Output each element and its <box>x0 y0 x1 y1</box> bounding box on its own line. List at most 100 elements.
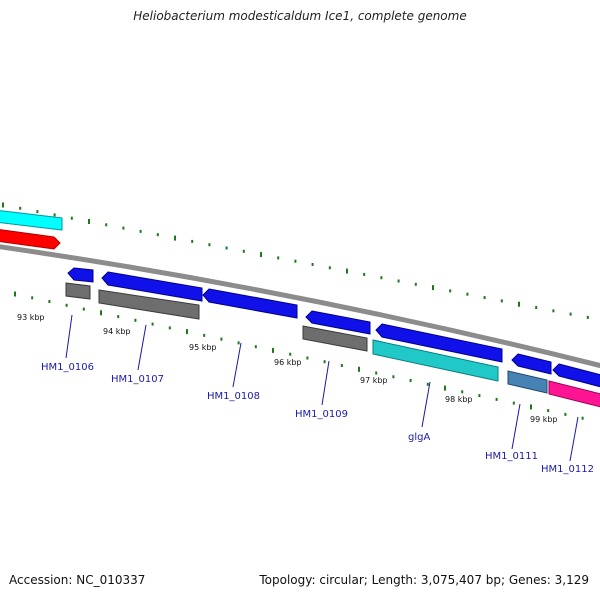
gene-bar-hm1-0109 <box>302 325 368 352</box>
ruler-label: 95 kbp <box>189 343 217 352</box>
tick-mark <box>242 249 245 253</box>
tick-mark <box>581 416 584 420</box>
tick-mark <box>19 206 22 210</box>
tick-mark <box>88 219 90 224</box>
tick-mark <box>117 315 120 319</box>
tick-mark <box>53 213 56 217</box>
ruler-label: 96 kbp <box>274 358 302 367</box>
gene-arrow-hm1-0108 <box>202 288 298 319</box>
tick-mark <box>82 307 85 311</box>
tick-mark <box>122 226 125 230</box>
gene-label: HM1_0106 <box>41 362 94 373</box>
ruler-label: 98 kbp <box>445 395 473 404</box>
gene-bar-glga <box>372 339 499 382</box>
tick-mark <box>426 382 429 386</box>
feature-cyan <box>0 210 63 231</box>
ruler-label: 99 kbp <box>530 415 558 424</box>
tick-mark <box>500 299 503 303</box>
tick-mark <box>254 345 257 349</box>
accession-text: Accession: NC_010337 <box>9 573 146 587</box>
leader-line <box>569 416 579 462</box>
tick-mark <box>100 310 102 316</box>
gene-label: HM1_0107 <box>111 374 164 385</box>
gene-arrow-hm1-0109 <box>305 310 371 335</box>
tick-mark <box>392 375 395 379</box>
leader-line <box>137 324 147 371</box>
tick-mark <box>466 292 469 296</box>
gene-arrow-hm1-0111 <box>511 353 552 375</box>
gene-bar-hm1-0106 <box>65 282 91 300</box>
tick-mark <box>564 412 567 416</box>
genome-backbone <box>0 244 600 369</box>
tick-mark <box>414 282 417 286</box>
ruler-label: 97 kbp <box>360 376 388 385</box>
tick-mark <box>311 263 314 266</box>
tick-mark <box>449 289 452 293</box>
gene-label: HM1_0109 <box>295 409 348 420</box>
tick-mark <box>272 347 274 353</box>
gene-label: HM1_0112 <box>541 464 594 475</box>
tick-mark <box>208 243 211 247</box>
tick-mark <box>14 291 16 297</box>
leader-line <box>511 403 521 450</box>
tick-mark <box>518 301 520 307</box>
gene-bar-hm1-0111 <box>507 370 548 394</box>
tick-mark <box>569 312 572 316</box>
ruler-tick-row <box>14 291 584 420</box>
gene-bar-hm1-0107 <box>98 289 200 320</box>
tick-mark <box>174 235 176 241</box>
leader-line <box>65 314 73 359</box>
tick-mark <box>237 341 240 345</box>
gene-arrow-hm1-0107 <box>101 271 203 302</box>
label-leaders <box>65 314 579 462</box>
gene-arrow-hm1-0106 <box>67 267 94 283</box>
gene-label: glgA <box>408 432 430 443</box>
gene-bar-hm1-0112 <box>548 380 600 408</box>
tick-mark <box>186 329 188 335</box>
tick-mark <box>478 394 481 398</box>
tick-mark <box>586 315 589 319</box>
leader-line <box>421 381 431 428</box>
genome-summary-text: Topology: circular; Length: 3,075,407 bp… <box>259 573 589 587</box>
gene-label: HM1_0108 <box>207 391 260 402</box>
tick-mark <box>260 252 262 258</box>
tick-mark <box>461 390 464 394</box>
tick-mark <box>409 379 412 382</box>
tick-mark <box>203 333 206 337</box>
gene-label: HM1_0111 <box>485 451 538 462</box>
tick-mark <box>31 296 34 300</box>
ruler-label: 93 kbp <box>17 313 45 322</box>
tick-mark <box>294 259 297 263</box>
leader-line <box>321 360 330 406</box>
outer-tick-row <box>2 202 589 319</box>
leader-line <box>232 342 242 388</box>
tick-mark <box>225 246 228 250</box>
map-title: Heliobacterium modesticaldum Ice1, compl… <box>133 9 467 23</box>
feature-red <box>0 229 61 250</box>
tick-mark <box>375 371 378 375</box>
tick-mark <box>168 326 171 330</box>
tick-mark <box>397 279 400 283</box>
tick-mark <box>289 352 292 356</box>
tick-mark <box>547 409 550 413</box>
tick-mark <box>151 322 154 326</box>
tick-mark <box>512 401 515 405</box>
tick-mark <box>306 356 309 360</box>
ruler-label: 94 kbp <box>103 327 131 336</box>
gene-arrow-glga <box>375 323 503 363</box>
gene-arrow-hm1-0112 <box>552 363 600 388</box>
tick-mark <box>363 272 366 276</box>
tick-mark <box>358 366 360 372</box>
tick-mark <box>36 210 39 214</box>
tick-mark <box>156 233 159 237</box>
tick-mark <box>134 318 137 322</box>
tick-mark <box>105 223 108 227</box>
tick-mark <box>2 202 4 208</box>
tick-mark <box>220 337 223 341</box>
tick-mark <box>48 300 51 303</box>
tick-mark <box>277 256 280 260</box>
tick-mark <box>432 285 434 291</box>
tick-mark <box>483 296 486 300</box>
